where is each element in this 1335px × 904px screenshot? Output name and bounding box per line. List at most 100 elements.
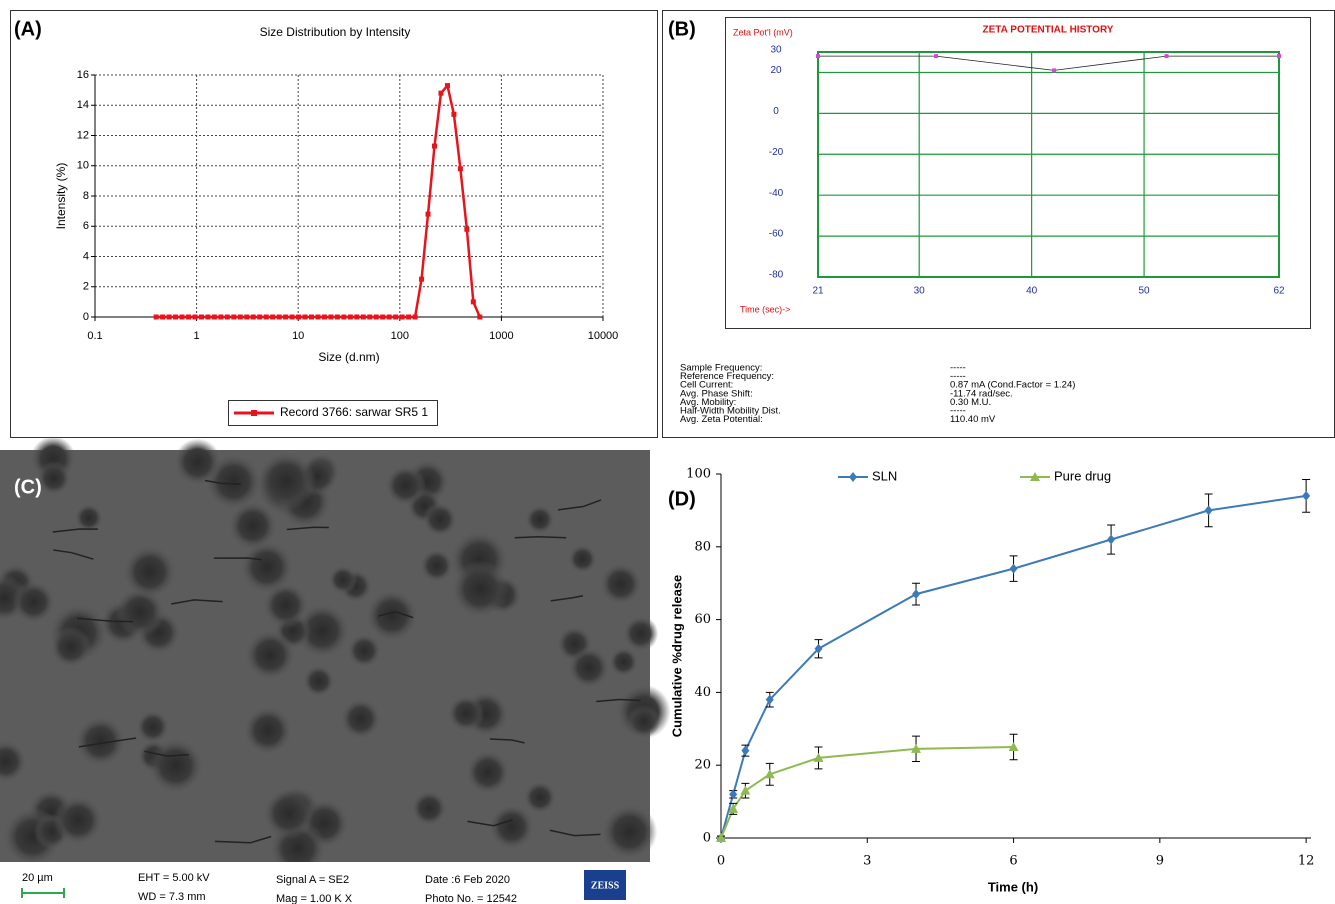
data-point [315, 314, 321, 320]
sem-particle [599, 562, 642, 605]
x-tick-label: 9 [1156, 854, 1164, 869]
y-tick-label: 0 [703, 831, 711, 846]
legend-label: Record 3766: sarwar SR5 1 [280, 405, 428, 419]
legend-swatch-marker [251, 410, 257, 416]
sem-particle [340, 698, 381, 740]
sem-crack [52, 528, 98, 533]
sem-crack [558, 499, 602, 511]
x-tick-label: 6 [1009, 854, 1017, 869]
sem-info: WD = 7.3 mm [138, 891, 206, 903]
report-label: Avg. Mobility: [680, 397, 736, 408]
data-point [263, 314, 269, 320]
data-point [186, 314, 192, 320]
data-point [912, 589, 921, 600]
y-tick-label: 20 [694, 758, 711, 773]
data-point [764, 769, 775, 779]
report-label: Half-Width Mobility Dist. [680, 406, 781, 417]
report-label: Sample Frequency: [680, 363, 762, 374]
sem-particle [568, 646, 610, 689]
data-point [224, 314, 230, 320]
x-tick-label: 1000 [489, 330, 513, 342]
sem-info: Photo No. = 12542 [425, 893, 517, 904]
y-tick-label: -20 [769, 147, 784, 158]
panel-b-inner-frame [725, 17, 1311, 329]
data-point [166, 314, 172, 320]
sem-crack [214, 835, 272, 844]
data-point [218, 314, 224, 320]
sem-info: Signal A = SE2 [276, 874, 349, 886]
sem-particle [411, 790, 447, 826]
data-point [257, 314, 263, 320]
y-tick-label: 16 [77, 69, 89, 81]
x-tick-label: 12 [1298, 854, 1315, 869]
data-point [431, 143, 437, 149]
sem-crack [378, 610, 414, 619]
report-value: 0.87 mA (Cond.Factor = 1.24) [950, 380, 1075, 391]
x-tick-label: 21 [812, 286, 824, 297]
data-point [740, 785, 751, 795]
sem-crack [467, 819, 513, 827]
data-point [419, 276, 425, 282]
legend-marker [849, 472, 857, 482]
sem-particle [53, 795, 103, 845]
x-tick-label: 30 [914, 286, 926, 297]
data-point [296, 314, 302, 320]
data-point [341, 314, 347, 320]
sem-particle [243, 706, 293, 755]
data-point [328, 314, 334, 320]
report-label: Avg. Zeta Potential: [680, 414, 763, 425]
sem-particle [123, 545, 177, 599]
data-point [399, 314, 405, 320]
sem-crack [53, 549, 94, 560]
sem-info: Date :6 Feb 2020 [425, 874, 510, 886]
sem-particle [601, 804, 658, 860]
data-point [741, 745, 750, 756]
report-value: -11.74 rad/sec. [950, 388, 1013, 399]
y-tick-label: 14 [77, 99, 89, 111]
sem-particle [385, 465, 427, 507]
data-point [367, 314, 373, 320]
sem-particle [489, 804, 535, 850]
sem-particle [365, 589, 419, 642]
data-point [302, 314, 308, 320]
data-point [237, 314, 243, 320]
sem-crack [76, 617, 134, 623]
data-point [728, 803, 739, 813]
sem-particle [294, 603, 350, 659]
scale-bar-label: 20 µm [22, 872, 53, 884]
panel-label: (B) [668, 18, 696, 40]
sem-particle [12, 580, 56, 624]
series-line [720, 746, 1014, 839]
y-tick-label: 100 [686, 467, 711, 482]
data-point [813, 752, 824, 762]
report-value: 0.30 M.U. [950, 397, 991, 408]
sem-particle [465, 750, 510, 795]
y-tick-label: 20 [770, 65, 782, 76]
sem-particle [114, 587, 165, 638]
y-tick-label: 40 [694, 685, 711, 700]
report-value: 110.40 mV [950, 414, 996, 425]
chart-title: ZETA POTENTIAL HISTORY [983, 25, 1114, 36]
data-point [231, 314, 237, 320]
data-point [1277, 54, 1281, 59]
data-point [173, 314, 179, 320]
sem-crack [549, 829, 601, 837]
y-axis-label: Cumulative %drug release [669, 575, 684, 738]
data-point [179, 314, 185, 320]
x-axis-label: Time (h) [988, 879, 1038, 894]
y-tick-label: 0 [773, 106, 779, 117]
sem-particle [523, 781, 557, 814]
brand-logo [584, 870, 626, 900]
chart-title: Size Distribution by Intensity [260, 25, 411, 39]
sem-info: EHT = 5.00 kV [138, 872, 210, 884]
data-point [386, 314, 392, 320]
sem-particle [240, 540, 294, 594]
x-tick-label: 40 [1026, 286, 1038, 297]
x-tick-label: 0 [717, 854, 725, 869]
sem-crack [144, 750, 190, 757]
x-tick-label: 10000 [588, 330, 619, 342]
sem-particle [244, 629, 296, 681]
x-tick-label: 1 [194, 330, 200, 342]
report-label: Reference Frequency: [680, 371, 774, 382]
